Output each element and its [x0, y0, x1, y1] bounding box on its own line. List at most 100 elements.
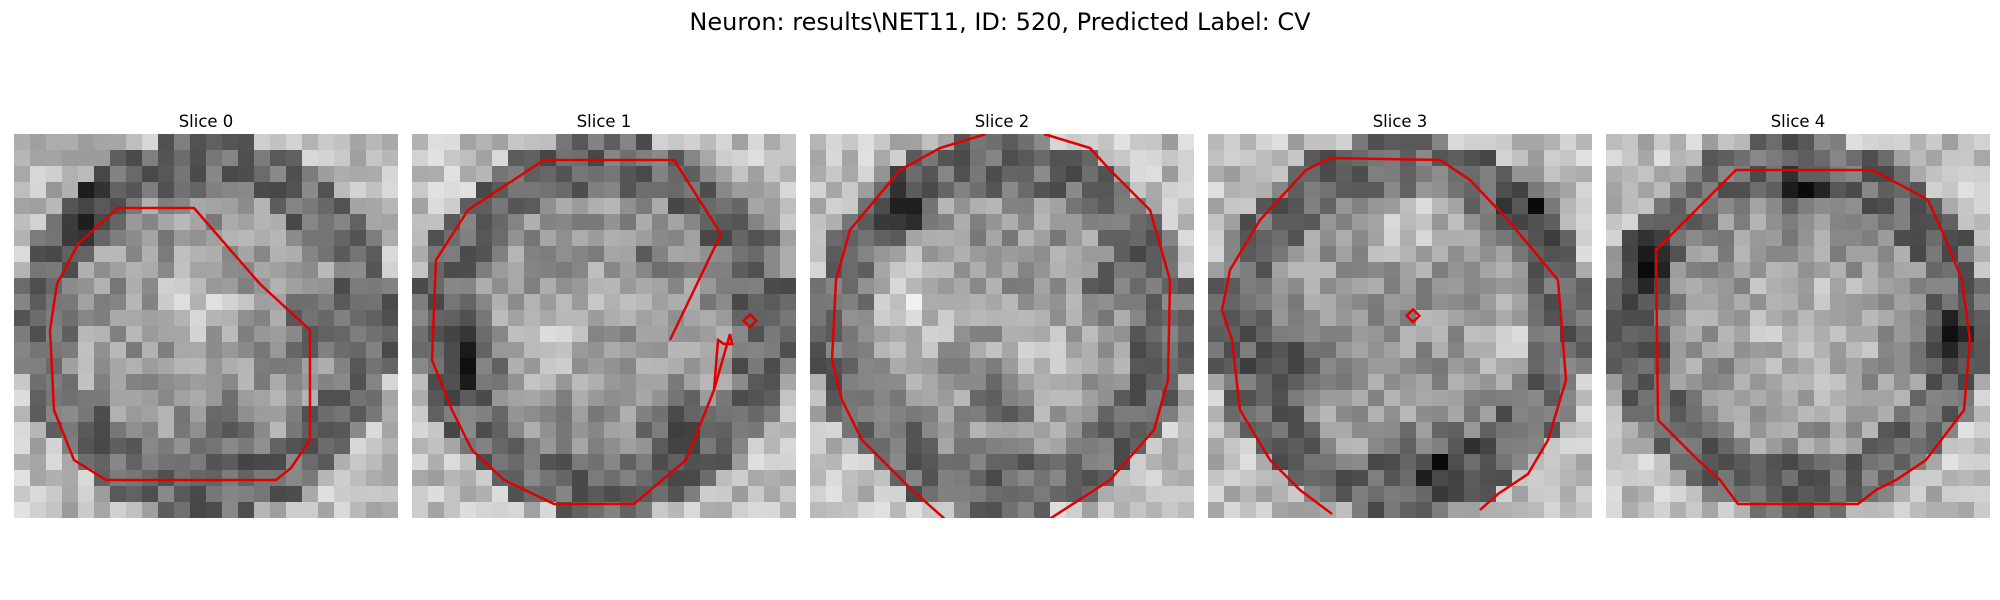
- image-pixel: [890, 326, 907, 343]
- image-pixel: [350, 502, 367, 518]
- image-pixel: [1320, 390, 1337, 407]
- image-pixel: [318, 294, 335, 311]
- image-pixel: [524, 198, 541, 215]
- image-pixel: [954, 150, 971, 167]
- image-pixel: [890, 150, 907, 167]
- image-pixel: [366, 230, 383, 247]
- image-pixel: [1910, 454, 1927, 471]
- image-pixel: [1002, 198, 1019, 215]
- image-pixel: [524, 310, 541, 327]
- image-pixel: [732, 326, 749, 343]
- image-pixel: [1750, 310, 1767, 327]
- image-pixel: [1974, 326, 1990, 343]
- image-pixel: [142, 182, 159, 199]
- image-pixel: [1846, 198, 1863, 215]
- image-pixel: [350, 214, 367, 231]
- image-pixel: [1320, 230, 1337, 247]
- image-pixel: [412, 454, 429, 471]
- image-pixel: [1130, 310, 1147, 327]
- image-pixel: [142, 246, 159, 263]
- image-pixel: [636, 470, 653, 487]
- image-pixel: [588, 326, 605, 343]
- image-pixel: [238, 230, 255, 247]
- image-pixel: [684, 470, 701, 487]
- image-pixel: [1560, 294, 1577, 311]
- image-pixel: [14, 166, 31, 183]
- image-pixel: [412, 262, 429, 279]
- image-pixel: [412, 134, 429, 151]
- image-pixel: [1958, 262, 1975, 279]
- image-pixel: [1208, 182, 1225, 199]
- image-pixel: [1146, 278, 1163, 295]
- slice-title: Slice 3: [1372, 112, 1428, 131]
- image-pixel: [1576, 150, 1592, 167]
- image-pixel: [780, 262, 796, 279]
- image-pixel: [1034, 502, 1051, 518]
- image-pixel: [604, 198, 621, 215]
- image-pixel: [1606, 470, 1623, 487]
- image-pixel: [716, 166, 733, 183]
- image-pixel: [1336, 438, 1353, 455]
- image-pixel: [190, 278, 207, 295]
- image-pixel: [1082, 310, 1099, 327]
- image-pixel: [1178, 278, 1194, 295]
- image-pixel: [1702, 374, 1719, 391]
- image-pixel: [842, 150, 859, 167]
- image-pixel: [1098, 214, 1115, 231]
- image-pixel: [1352, 390, 1369, 407]
- image-pixel: [1114, 278, 1131, 295]
- image-pixel: [158, 198, 175, 215]
- image-pixel: [954, 342, 971, 359]
- image-pixel: [1814, 406, 1831, 423]
- image-pixel: [492, 198, 509, 215]
- image-pixel: [810, 294, 827, 311]
- image-pixel: [1638, 390, 1655, 407]
- image-pixel: [906, 422, 923, 439]
- image-pixel: [826, 198, 843, 215]
- image-pixel: [222, 246, 239, 263]
- image-pixel: [1178, 294, 1194, 311]
- image-pixel: [922, 374, 939, 391]
- image-pixel: [174, 502, 191, 518]
- image-pixel: [1830, 470, 1847, 487]
- image-pixel: [78, 310, 95, 327]
- image-pixel: [1352, 134, 1369, 151]
- image-pixel: [1576, 214, 1592, 231]
- image-pixel: [1528, 358, 1545, 375]
- image-pixel: [1018, 198, 1035, 215]
- image-pixel: [1942, 374, 1959, 391]
- image-pixel: [1910, 278, 1927, 295]
- image-pixel: [1352, 326, 1369, 343]
- image-pixel: [1798, 486, 1815, 503]
- image-pixel: [716, 278, 733, 295]
- image-pixel: [1926, 262, 1943, 279]
- image-pixel: [1304, 134, 1321, 151]
- image-pixel: [1178, 246, 1194, 263]
- image-pixel: [1066, 278, 1083, 295]
- image-pixel: [1974, 230, 1990, 247]
- image-pixel: [1368, 390, 1385, 407]
- image-pixel: [1878, 294, 1895, 311]
- image-pixel: [302, 310, 319, 327]
- image-pixel: [938, 486, 955, 503]
- image-pixel: [142, 230, 159, 247]
- image-pixel: [1114, 262, 1131, 279]
- image-pixel: [174, 406, 191, 423]
- image-pixel: [620, 262, 637, 279]
- image-pixel: [78, 438, 95, 455]
- image-pixel: [732, 438, 749, 455]
- image-pixel: [238, 438, 255, 455]
- image-pixel: [1448, 310, 1465, 327]
- image-pixel: [1926, 422, 1943, 439]
- image-pixel: [1718, 358, 1735, 375]
- image-pixel: [1544, 214, 1561, 231]
- image-pixel: [1654, 182, 1671, 199]
- image-pixel: [1974, 454, 1990, 471]
- image-pixel: [1544, 422, 1561, 439]
- image-pixel: [970, 198, 987, 215]
- image-pixel: [1480, 406, 1497, 423]
- image-pixel: [1352, 278, 1369, 295]
- image-pixel: [428, 422, 445, 439]
- image-pixel: [1146, 438, 1163, 455]
- image-pixel: [302, 214, 319, 231]
